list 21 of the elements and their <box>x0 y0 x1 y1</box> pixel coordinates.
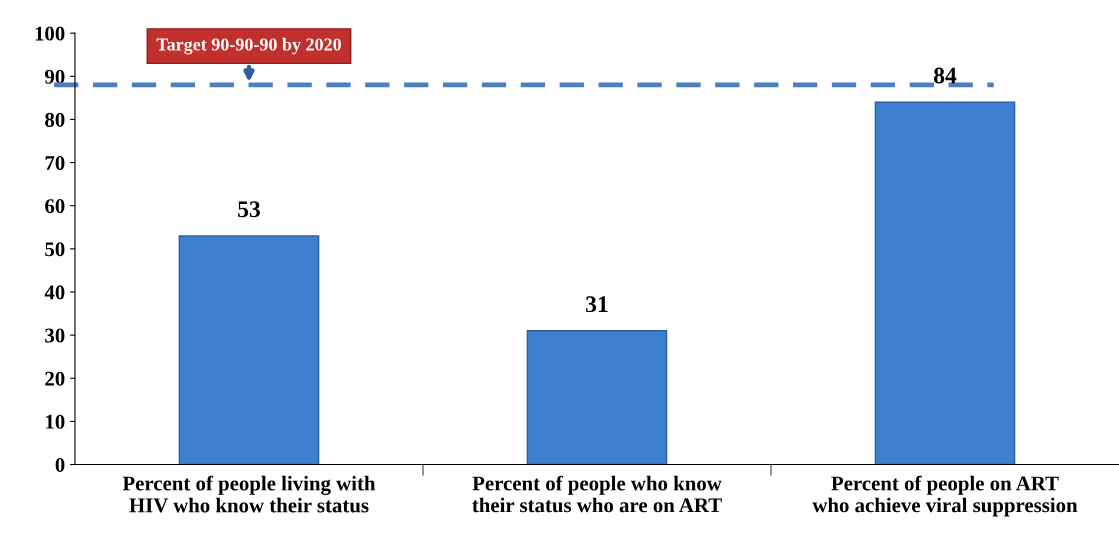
data-label: 31 <box>586 296 608 313</box>
x-tick-label: Percent of people on ART who achieve viral suppression <box>812 475 1078 517</box>
ref-line-label: Target 90-90-90 by 2020 <box>156 37 341 55</box>
x-tick-label: Percent of people who know their status who are on ART <box>472 475 722 513</box>
y-tick-label: 100 <box>35 26 65 41</box>
y-tick-label: 20 <box>45 371 65 386</box>
y-tick-label: 40 <box>44 285 65 300</box>
y-tick-label: 0 <box>55 457 65 472</box>
y-tick-label: 80 <box>45 112 65 127</box>
bar <box>178 235 320 465</box>
y-tick-label: 90 <box>44 69 65 84</box>
data-label: 53 <box>238 201 260 218</box>
y-tick-label: 60 <box>45 199 65 214</box>
y-tick-label: 30 <box>45 328 65 343</box>
bar <box>526 330 668 465</box>
bar <box>874 101 1016 465</box>
y-tick-label: 70 <box>45 155 65 171</box>
data-label: 84 <box>933 67 957 84</box>
x-tick-label: Percent of people living with HIV who know their status <box>122 475 376 513</box>
y-tick-label: 50 <box>45 242 65 257</box>
y-tick-label: 10 <box>46 414 65 429</box>
